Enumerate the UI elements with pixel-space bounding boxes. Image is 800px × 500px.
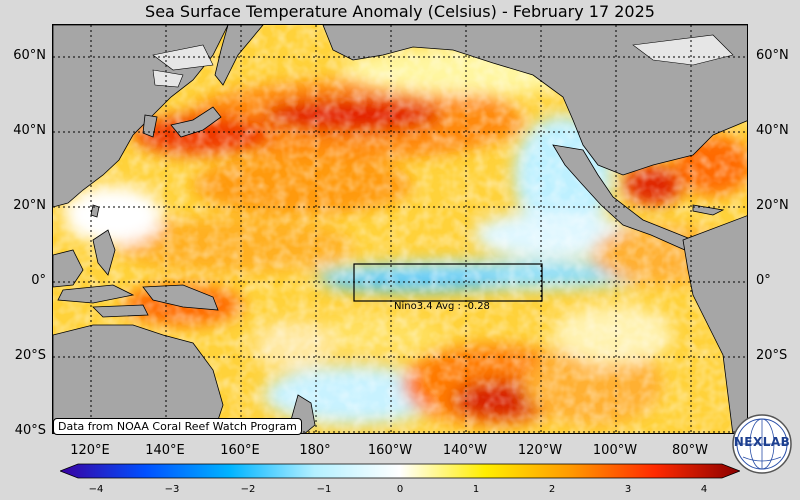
globe-icon xyxy=(732,414,792,474)
lat-label-60n-left: 60°N xyxy=(13,48,46,63)
nino34-box xyxy=(353,263,543,302)
land xyxy=(53,25,747,433)
lon-label-120w: 120°W xyxy=(517,443,563,458)
map-title: Sea Surface Temperature Anomaly (Celsius… xyxy=(145,2,655,21)
lon-label-140e: 140°E xyxy=(145,443,185,458)
lat-label-40n-left: 40°N xyxy=(13,123,46,138)
lon-label-80w: 80°W xyxy=(672,443,708,458)
lat-label-20n-right: 20°N xyxy=(756,198,789,213)
colorbar-tick-minus3: −3 xyxy=(164,484,180,495)
colorbar-tick-3: 3 xyxy=(624,484,632,495)
lon-label-120e: 120°E xyxy=(70,443,110,458)
colorbar xyxy=(60,463,740,479)
gridlines xyxy=(53,25,747,433)
nexlab-logo: NEXLAB xyxy=(731,413,793,475)
colorbar-tick-1: 1 xyxy=(472,484,480,495)
lat-label-40s-left: 40°S xyxy=(14,423,46,438)
colorbar-tick-minus4: −4 xyxy=(88,484,104,495)
sst-anomaly-map xyxy=(52,24,748,434)
colorbar-tick-minus2: −2 xyxy=(240,484,256,495)
lat-label-20s-right: 20°S xyxy=(756,348,788,363)
lon-label-100w: 100°W xyxy=(592,443,638,458)
lon-label-160e: 160°E xyxy=(220,443,260,458)
lat-label-20n-left: 20°N xyxy=(13,198,46,213)
lat-label-40n-right: 40°N xyxy=(756,123,789,138)
lon-label-180: 180° xyxy=(299,443,331,458)
logo-text: NEXLAB xyxy=(733,435,791,449)
colorbar-tick-0: 0 xyxy=(396,484,404,495)
nino34-average-label: Nino3.4 Avg : -0.28 xyxy=(394,301,490,312)
lon-label-160w: 160°W xyxy=(367,443,413,458)
colorbar-tick-2: 2 xyxy=(548,484,556,495)
lat-label-eq-right: 0° xyxy=(756,273,771,288)
lon-label-140w: 140°W xyxy=(442,443,488,458)
lat-label-eq-left: 0° xyxy=(31,273,46,288)
colorbar-tick-4: 4 xyxy=(700,484,708,495)
data-credit: Data from NOAA Coral Reef Watch Program xyxy=(53,418,302,435)
colorbar-tick-minus1: −1 xyxy=(316,484,332,495)
lat-label-20s-left: 20°S xyxy=(14,348,46,363)
lat-label-60n-right: 60°N xyxy=(756,48,789,63)
